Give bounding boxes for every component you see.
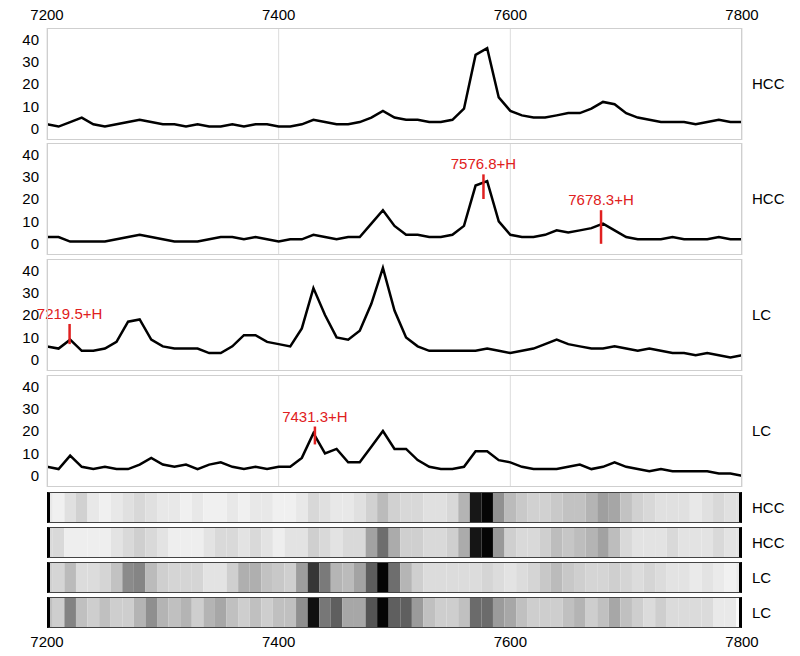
- svg-text:30: 30: [22, 53, 39, 70]
- svg-text:0: 0: [31, 351, 39, 368]
- html-text:HCC: HCC: [752, 190, 785, 207]
- svg-text:10: 10: [22, 445, 39, 462]
- svg-text:30: 30: [22, 400, 39, 417]
- html-text:LC: LC: [752, 306, 772, 323]
- svg-text:10: 10: [22, 329, 39, 346]
- svg-text:7400: 7400: [262, 6, 295, 23]
- html-text:LC: LC: [752, 422, 772, 439]
- svg-text:40: 40: [22, 146, 39, 163]
- html-text:HCC: HCC: [752, 533, 785, 551]
- svg-text:7431.3+H: 7431.3+H: [282, 408, 347, 425]
- html-text:LC: LC: [752, 603, 772, 621]
- svg-text:40: 40: [22, 31, 39, 48]
- svg-text:7678.3+H: 7678.3+H: [568, 191, 633, 208]
- svg-text:20: 20: [22, 190, 39, 207]
- svg-text:10: 10: [22, 98, 39, 115]
- svg-text:7200: 7200: [30, 6, 63, 23]
- svg-text:40: 40: [22, 262, 39, 279]
- svg-text:7800: 7800: [725, 6, 758, 23]
- svg-text:7219.5+H: 7219.5+H: [37, 305, 102, 322]
- svg-text:0: 0: [31, 467, 39, 484]
- html-text:LC: LC: [752, 568, 772, 586]
- svg-text:7800: 7800: [725, 633, 758, 650]
- svg-text:20: 20: [22, 306, 39, 324]
- svg-text:10: 10: [22, 213, 39, 230]
- svg-text:20: 20: [22, 75, 39, 92]
- svg-text:20: 20: [22, 422, 39, 439]
- svg-text:7200: 7200: [30, 633, 63, 650]
- html-text:HCC: HCC: [752, 498, 785, 516]
- svg-text:7600: 7600: [494, 633, 527, 650]
- svg-text:7600: 7600: [494, 6, 527, 23]
- html-text:HCC: HCC: [752, 75, 785, 92]
- svg-text:7576.8+H: 7576.8+H: [451, 155, 516, 172]
- svg-text:30: 30: [22, 168, 39, 185]
- svg-text:30: 30: [22, 284, 39, 301]
- svg-text:40: 40: [22, 378, 39, 395]
- svg-text:0: 0: [31, 120, 39, 137]
- svg-text:7400: 7400: [262, 633, 295, 650]
- svg-text:0: 0: [31, 235, 39, 252]
